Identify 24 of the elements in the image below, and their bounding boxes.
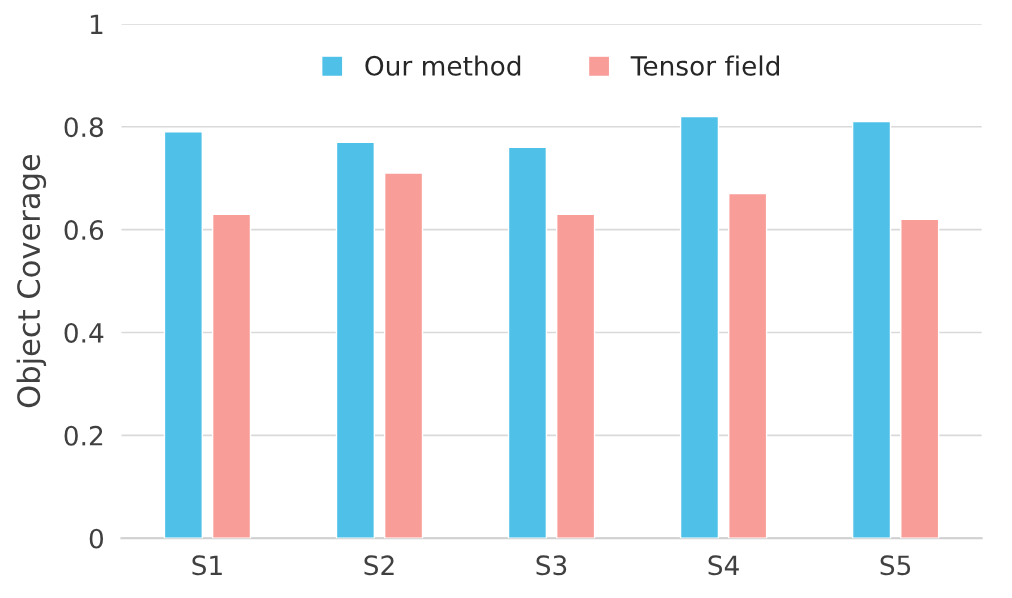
y-tick-label: 0.2 [64, 425, 103, 446]
legend-label: Our method [365, 55, 521, 76]
bar [507, 146, 548, 539]
bar [383, 172, 424, 539]
bar [679, 115, 720, 539]
y-tick-label: 0.8 [64, 117, 103, 138]
x-tick-label: S4 [708, 555, 739, 576]
y-tick-label: 1 [90, 14, 103, 34]
bar [556, 213, 596, 539]
bar [163, 131, 203, 539]
x-tick-label: S2 [364, 555, 394, 576]
y-tick-label: 0.4 [64, 322, 104, 343]
bar [335, 141, 376, 539]
x-tick-label: S1 [192, 555, 222, 576]
bar [728, 192, 768, 539]
y-axis-title: Object Coverage [16, 154, 47, 408]
y-tick-label: 0 [89, 528, 104, 549]
bar [900, 218, 940, 539]
y-tick-label: 0.6 [64, 220, 104, 241]
bar [851, 120, 892, 539]
bar [211, 213, 252, 539]
legend-label: Tensor field [630, 55, 779, 76]
x-tick-label: S5 [880, 555, 911, 576]
x-tick-label: S3 [536, 555, 567, 576]
